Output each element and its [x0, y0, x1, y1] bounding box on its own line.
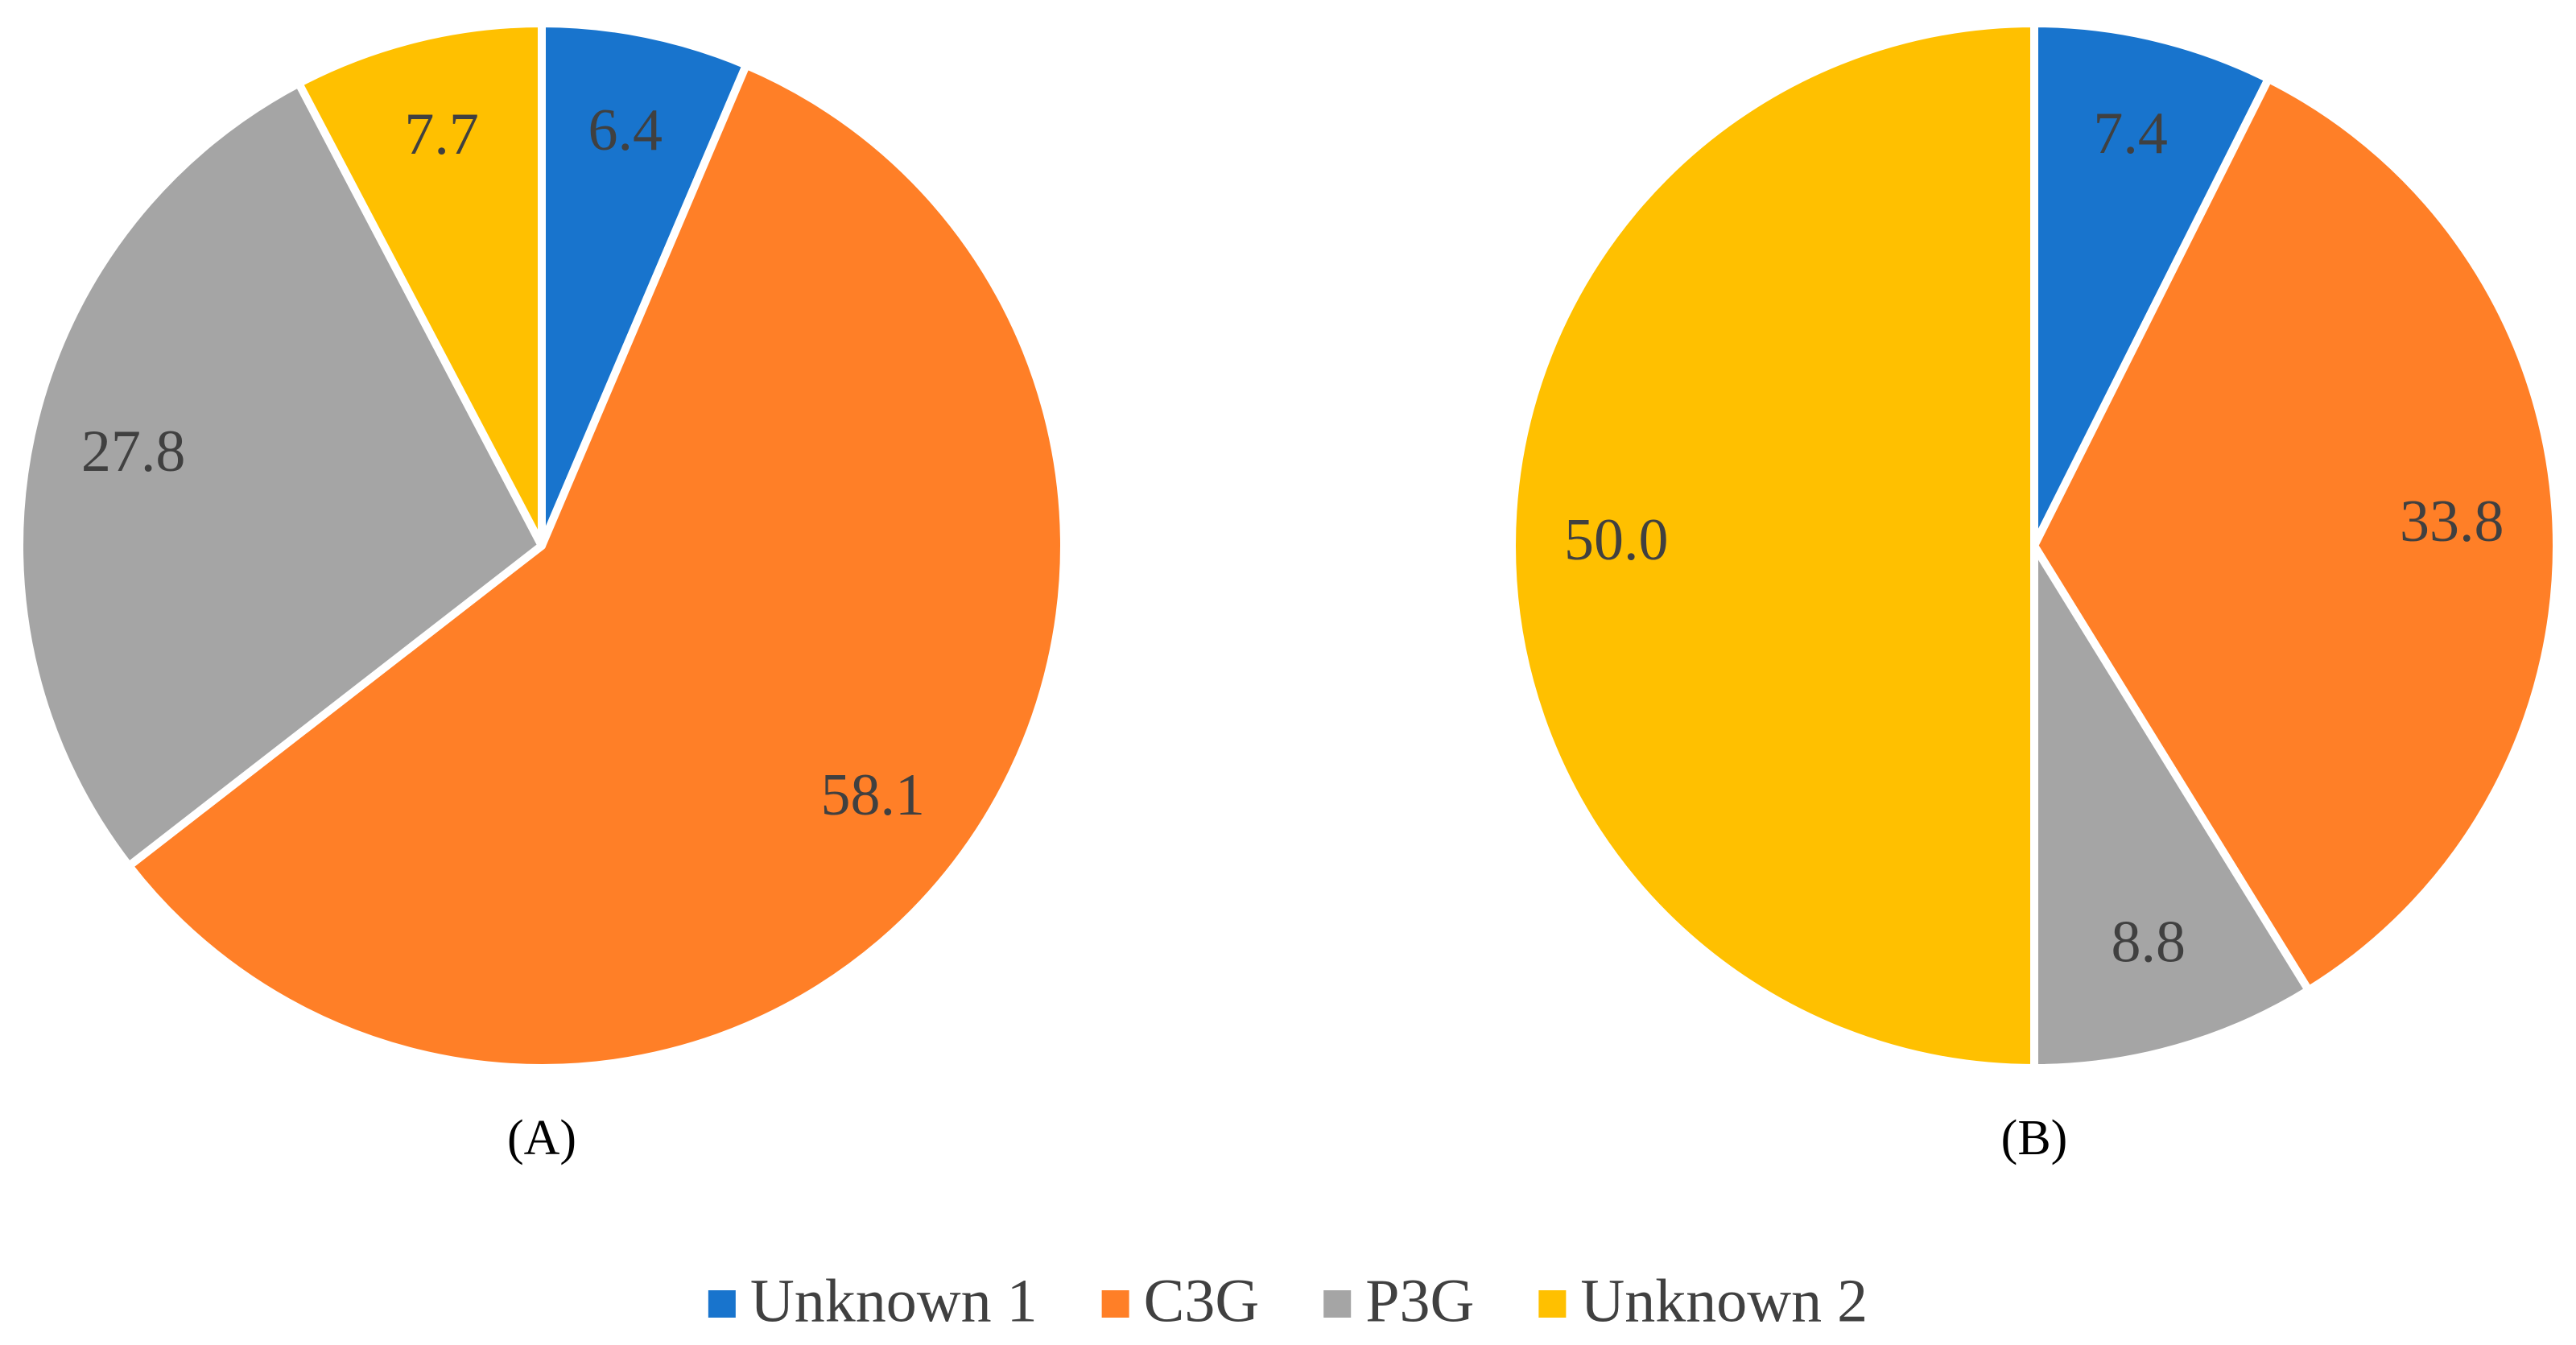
- data-label: 27.8: [81, 419, 186, 485]
- pie-slice: [2030, 542, 2313, 1072]
- legend-label: C3G: [1144, 1267, 1260, 1335]
- pie-slice: [15, 79, 546, 870]
- data-label: 50.0: [1564, 507, 1669, 573]
- chart-title: (B): [2001, 1111, 2068, 1166]
- pie-slice: [1508, 19, 2038, 1072]
- data-label: 7.4: [2093, 101, 2168, 167]
- legend-label: Unknown 1: [750, 1267, 1038, 1335]
- data-label: 58.1: [820, 762, 925, 828]
- legend-swatch: [1323, 1290, 1352, 1318]
- data-label: 8.8: [2111, 909, 2186, 975]
- legend-swatch: [1538, 1290, 1567, 1318]
- pie-slice: [538, 19, 751, 550]
- pie-slice: [295, 19, 546, 550]
- legend-swatch: [708, 1290, 736, 1318]
- pie-slice: [2030, 74, 2561, 995]
- pie-slice: [2030, 19, 2273, 550]
- pie-slice: [125, 60, 1068, 1072]
- legend-swatch: [1101, 1290, 1129, 1318]
- data-label: 33.8: [2400, 489, 2504, 555]
- data-label: 7.7: [404, 101, 479, 167]
- data-label: 6.4: [588, 97, 663, 163]
- chart-title: (A): [507, 1111, 576, 1166]
- legend-label: Unknown 2: [1580, 1267, 1868, 1335]
- legend-label: P3G: [1365, 1267, 1474, 1335]
